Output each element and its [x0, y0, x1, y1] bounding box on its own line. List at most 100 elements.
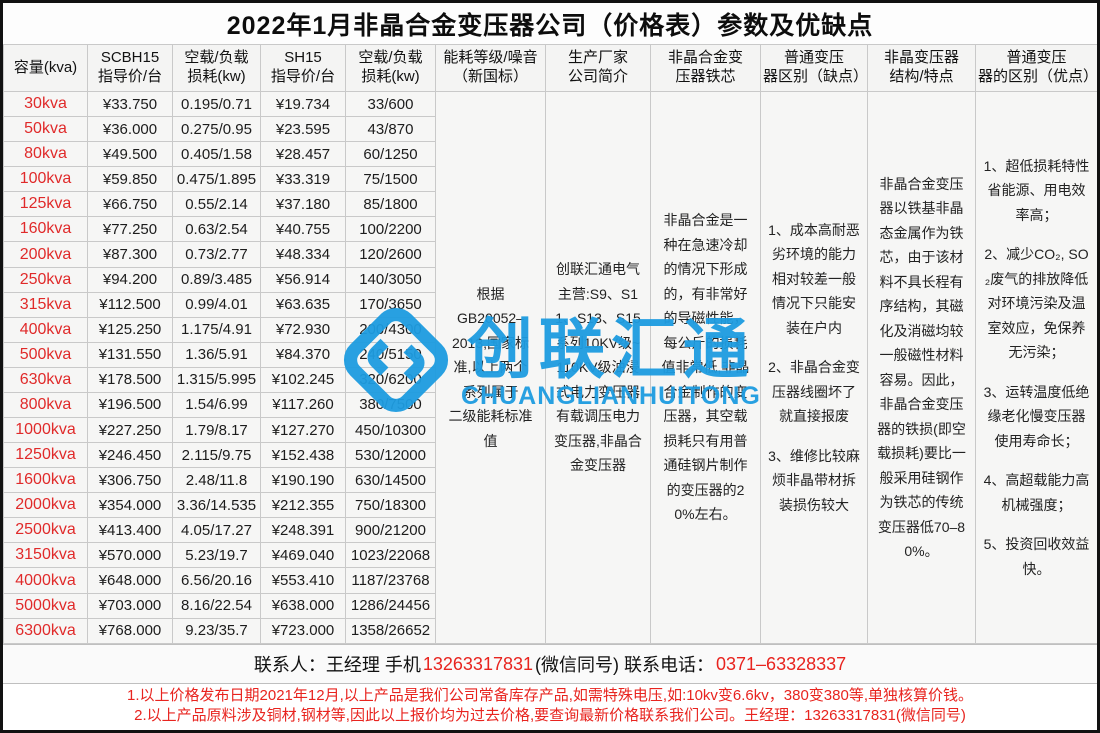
value-cell: 320/6200	[345, 366, 436, 393]
value-cell: 120/2600	[345, 241, 436, 268]
value-cell: 2.48/11.8	[172, 467, 261, 494]
energy-standard-cell: 根据 GB20052– 2013,国家标 准,以上两个 系列属于 二级能耗标准值	[435, 91, 546, 644]
value-cell: ¥59.850	[87, 166, 173, 193]
table-row: 5000kva ¥703.000 8.16/22.54 ¥638.000 1286/24…	[3, 592, 1098, 619]
value-cell: 1.54/6.99	[172, 391, 261, 419]
value-cell: 1023/22068	[345, 542, 436, 569]
table-row: 4000kva ¥648.000 6.56/20.16 ¥553.410 1187/23…	[3, 567, 1098, 594]
price-table: 容量(kva) SCBH15 指导价/台 空载/负载 损耗(kw) SH15 指导价/…	[3, 44, 1098, 645]
value-cell: 140/3050	[345, 266, 436, 293]
value-cell: ¥94.200	[87, 266, 173, 293]
value-cell: ¥77.250	[87, 216, 173, 243]
column-header: 非晶合金变 压器铁芯	[650, 44, 761, 92]
value-cell: 900/21200	[345, 517, 436, 544]
contact-phone: 0371–63328337	[716, 653, 847, 674]
value-cell: ¥248.391	[260, 517, 346, 544]
value-cell: ¥469.040	[260, 542, 346, 569]
value-cell: ¥87.300	[87, 241, 173, 268]
value-cell: 1.79/8.17	[172, 417, 261, 444]
table-row: 1000kva ¥227.250 1.79/8.17 ¥127.270 450/1030…	[3, 417, 1098, 444]
contact-mobile: 13263317831	[422, 653, 533, 674]
value-cell: 530/12000	[345, 442, 436, 469]
value-cell: 3.36/14.535	[172, 492, 261, 519]
capacity-cell: 100kva	[3, 166, 88, 193]
manufacturer-cell: 创联汇通电气主营:S9、S11、S13、S15系列10KV级~110KV级油浸式…	[545, 91, 651, 644]
value-cell: ¥28.457	[260, 141, 346, 168]
value-cell: 630/14500	[345, 467, 436, 494]
value-cell: 750/18300	[345, 492, 436, 519]
table-row: 6300kva ¥768.000 9.23/35.7 ¥723.000 1358/266…	[3, 617, 1098, 645]
value-cell: ¥127.270	[260, 417, 346, 444]
disadvantages-cell: 1、成本高耐恶劣环境的能力相对较差一般情况下只能安装在户内 2、非晶合金变压器线圈…	[760, 91, 868, 644]
capacity-cell: 3150kva	[3, 542, 88, 569]
value-cell: ¥178.500	[87, 366, 173, 393]
capacity-cell: 125kva	[3, 191, 88, 218]
value-cell: 170/3650	[345, 291, 436, 318]
value-cell: ¥196.500	[87, 391, 173, 419]
capacity-cell: 250kva	[3, 266, 88, 293]
capacity-cell: 160kva	[3, 216, 88, 243]
value-cell: 0.89/3.485	[172, 266, 261, 293]
column-header: 普通变压 器的区别（优点）	[975, 44, 1097, 92]
value-cell: ¥117.260	[260, 391, 346, 419]
value-cell: ¥246.450	[87, 442, 173, 469]
value-cell: ¥33.319	[260, 166, 346, 193]
advantages-cell: 1、超低损耗特性省能源、用电效率高； 2、减少CO₂, SO₂废气的排放降低对环境…	[975, 91, 1097, 644]
value-cell: 0.73/2.77	[172, 241, 261, 268]
column-header: SH15 指导价/台	[260, 44, 346, 92]
value-cell: 0.275/0.95	[172, 116, 261, 143]
table-header-row: 容量(kva) SCBH15 指导价/台 空载/负载 损耗(kw) SH15 指导价/…	[3, 44, 1097, 92]
value-cell: ¥37.180	[260, 191, 346, 218]
value-cell: ¥84.370	[260, 341, 346, 368]
value-cell: 0.63/2.54	[172, 216, 261, 243]
value-cell: ¥48.334	[260, 241, 346, 268]
value-cell: 5.23/19.7	[172, 542, 261, 569]
value-cell: 75/1500	[345, 166, 436, 193]
note-2: 2.以上产品原料涉及铜材,钢材等,因此以上报价均为过去价格,要查询最新价格联系我…	[134, 706, 966, 724]
contact-prefix: 联系人：王经理 手机	[253, 655, 421, 675]
value-cell: 33/600	[345, 90, 436, 118]
value-cell: ¥66.750	[87, 191, 173, 218]
value-cell: ¥152.438	[260, 442, 346, 469]
capacity-cell: 200kva	[3, 241, 88, 268]
column-header: 容量(kva)	[3, 44, 88, 92]
value-cell: 200/4300	[345, 316, 436, 343]
value-cell: 6.56/20.16	[172, 567, 261, 594]
value-cell: ¥131.550	[87, 341, 173, 368]
value-cell: 0.195/0.71	[172, 90, 261, 118]
value-cell: ¥553.410	[260, 567, 346, 594]
capacity-cell: 6300kva	[3, 617, 88, 645]
value-cell: ¥19.734	[260, 90, 346, 118]
value-cell: 1358/26652	[345, 617, 436, 645]
capacity-cell: 630kva	[3, 366, 88, 393]
table-row: 2000kva ¥354.000 3.36/14.535 ¥212.355 750/18…	[3, 492, 1098, 519]
value-cell: ¥768.000	[87, 617, 173, 645]
column-header: 生产厂家 公司简介	[545, 44, 651, 92]
value-cell: ¥306.750	[87, 467, 173, 494]
value-cell: 240/5150	[345, 341, 436, 368]
value-cell: 9.23/35.7	[172, 617, 261, 645]
value-cell: ¥49.500	[87, 141, 173, 168]
value-cell: 1.36/5.91	[172, 341, 261, 368]
value-cell: ¥212.355	[260, 492, 346, 519]
column-header: 空载/负载 损耗(kw)	[172, 44, 261, 92]
table-row: 2500kva ¥413.400 4.05/17.27 ¥248.391 900/212…	[3, 517, 1098, 544]
value-cell: ¥23.595	[260, 116, 346, 143]
capacity-cell: 315kva	[3, 291, 88, 318]
value-cell: ¥72.930	[260, 316, 346, 343]
value-cell: 2.115/9.75	[172, 442, 261, 469]
value-cell: 4.05/17.27	[172, 517, 261, 544]
value-cell: 85/1800	[345, 191, 436, 218]
capacity-cell: 1250kva	[3, 442, 88, 469]
value-cell: ¥723.000	[260, 617, 346, 645]
capacity-cell: 500kva	[3, 341, 88, 368]
value-cell: ¥125.250	[87, 316, 173, 343]
value-cell: ¥33.750	[87, 90, 173, 118]
value-cell: 1.175/4.91	[172, 316, 261, 343]
value-cell: 0.475/1.895	[172, 166, 261, 193]
capacity-cell: 2000kva	[3, 492, 88, 519]
capacity-cell: 400kva	[3, 316, 88, 343]
contact-line: 联系人：王经理 手机 13263317831 (微信同号) 联系电话： 0371…	[3, 644, 1097, 683]
table-row: 80kva ¥49.500 0.405/1.58 ¥28.457 60/1250	[3, 141, 1098, 168]
